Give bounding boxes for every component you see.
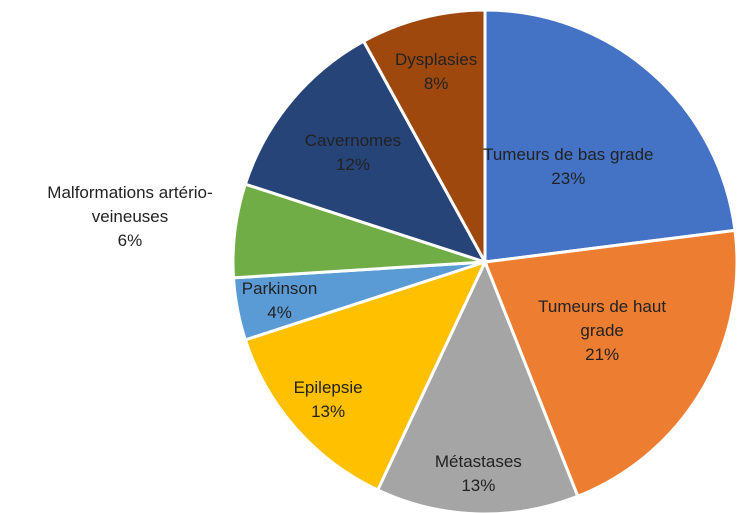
slice-value: 21%	[585, 345, 620, 365]
pie-slice	[375, 258, 580, 513]
slice-name: Métastases	[434, 451, 522, 471]
pie-slice	[483, 8, 737, 264]
slice-value: 8%	[423, 73, 449, 93]
slice-label: Métastases 13%	[435, 450, 522, 498]
slice-name: Parkinson	[241, 279, 318, 299]
slice-label: Parkinson 4%	[242, 277, 318, 325]
pie-slice	[243, 39, 489, 265]
slice-label: Epilepsie 13%	[294, 376, 363, 424]
slice-label: Dysplasies 8%	[395, 48, 477, 96]
slice-name: Tumeurs de bas grade	[483, 145, 654, 165]
slice-value: 13%	[461, 475, 496, 495]
slice-label: Malformations artério-veineuses 6%	[15, 181, 245, 253]
pie-slice	[482, 228, 739, 499]
slice-name: Dysplasies	[395, 49, 478, 69]
slice-name: Cavernomes	[304, 130, 402, 150]
slice-name: Malformations artério-veineuses	[47, 183, 213, 227]
slice-value: 23%	[551, 169, 586, 189]
pie-slice	[243, 259, 488, 493]
slice-name: Epilepsie	[293, 378, 363, 398]
slice-value: 6%	[117, 231, 143, 251]
pie-slice	[361, 8, 487, 263]
slice-value: 13%	[311, 402, 346, 422]
slice-value: 4%	[267, 303, 292, 323]
slice-name: Tumeurs de haut grade	[538, 297, 667, 341]
slice-label: Tumeurs de haut grade 21%	[531, 295, 673, 367]
slice-label: Tumeurs de bas grade 23%	[483, 143, 653, 191]
slice-value: 12%	[335, 154, 370, 174]
slice-label: Cavernomes 12%	[305, 129, 401, 177]
